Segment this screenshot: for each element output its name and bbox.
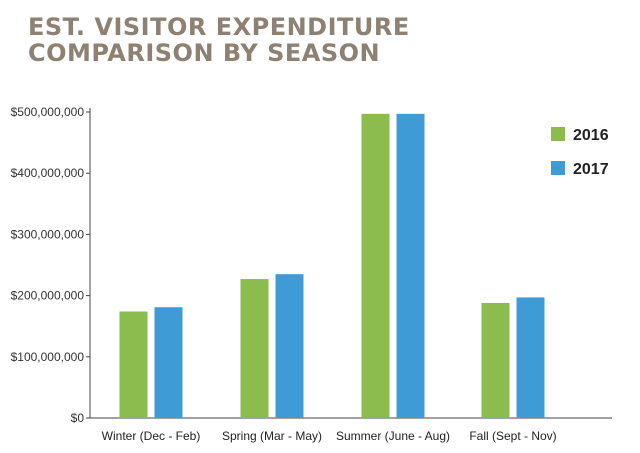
chart-title-line-1: EST. VISITOR EXPENDITURE [28,13,410,41]
legend: 2016 2017 [551,127,609,178]
y-tick-label: $200,000,000 [11,289,85,303]
y-tick-label: $400,000,000 [11,166,85,180]
bar-2016-2 [361,113,390,418]
x-category-label: Fall (Sept - Nov) [469,429,556,443]
legend-swatch-2017 [551,161,565,175]
y-tick-label: $500,000,000 [11,105,85,119]
y-tick-label: $100,000,000 [11,350,85,364]
bar-2017-1 [275,274,304,418]
legend-swatch-2016 [551,127,565,141]
bar-2016-0 [119,311,148,418]
chart-title: EST. VISITOR EXPENDITURE COMPARISON BY S… [28,14,410,66]
x-category-label: Summer (June - Aug) [336,429,450,443]
y-tick-label: $0 [71,411,85,425]
bar-2016-1 [240,279,269,418]
y-axis-ticks: $0 $100,000,000 $200,000,000 $300,000,000 $4… [11,105,90,425]
legend-label-2017: 2017 [573,161,609,178]
bar-2017-0 [154,307,183,418]
y-tick-label: $300,000,000 [11,227,85,241]
chart-title-line-2: COMPARISON BY SEASON [28,39,381,67]
x-axis-labels: Winter (Dec - Feb) Spring (Mar - May) Summ… [102,429,557,443]
legend-label-2016: 2016 [573,127,609,144]
bar-2017-2 [396,113,425,418]
x-category-label: Winter (Dec - Feb) [102,429,201,443]
bar-2016-3 [481,302,510,418]
x-category-label: Spring (Mar - May) [222,429,322,443]
bars [119,113,545,418]
bar-2017-3 [516,297,545,418]
